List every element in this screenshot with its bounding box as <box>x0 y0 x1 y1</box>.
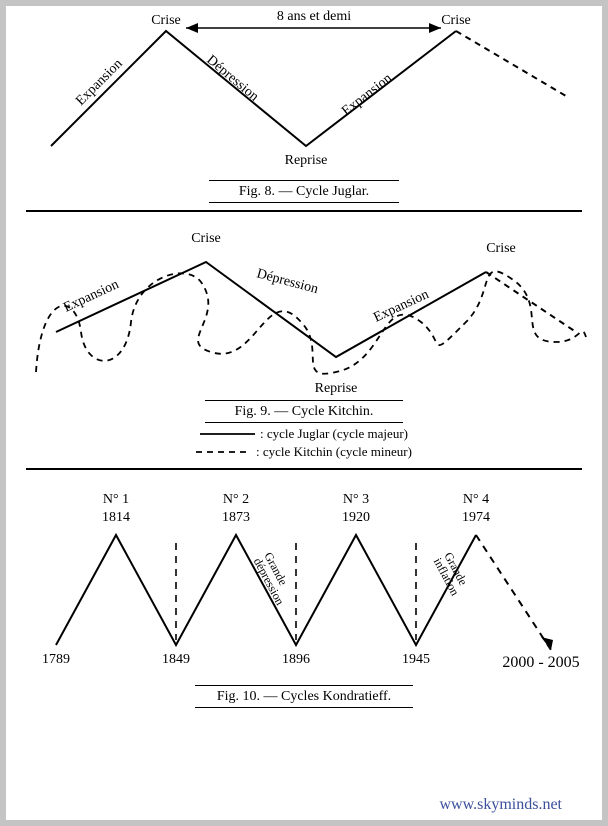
fig9-diagram: Expansion Crise Dépression Expansion Cri… <box>6 212 602 402</box>
fig10-caption: Fig. 10. — Cycles Kondratieff. <box>195 685 413 708</box>
fig10-peak3-n: N° 3 <box>343 492 369 507</box>
fig8-crise-left: Crise <box>151 13 181 28</box>
fig8-diagram: 8 ans et demi Crise Crise Reprise Expans… <box>6 6 602 176</box>
fig9-crise-left: Crise <box>191 231 221 246</box>
fig9-legend-major: : cycle Juglar (cycle majeur) <box>260 426 408 442</box>
fig9-depression: Dépression <box>255 266 320 297</box>
fig9-legend-minor: : cycle Kitchin (cycle mineur) <box>256 444 412 460</box>
fig9-legend: : cycle Juglar (cycle majeur) : cycle Ki… <box>6 426 602 460</box>
fig8-expansion-left: Expansion <box>73 56 125 108</box>
fig8-duration: 8 ans et demi <box>277 9 351 24</box>
fig8-crise-right: Crise <box>441 13 471 28</box>
fig10-peak4-y: 1974 <box>462 510 490 525</box>
fig10-peak2-y: 1873 <box>222 510 250 525</box>
fig8-expansion-right: Expansion <box>339 71 395 119</box>
fig10-grande-inflation: Grandeinflation <box>431 550 473 598</box>
fig10-trough1: 1849 <box>162 652 190 667</box>
fig10-trough3: 1945 <box>402 652 430 667</box>
fig10-peak1-n: N° 1 <box>103 492 129 507</box>
source-url: www.skyminds.net <box>439 796 562 814</box>
fig9-crise-right: Crise <box>486 241 516 256</box>
fig10-peak4-n: N° 4 <box>463 492 489 507</box>
fig10-grande-depression: Grandedépression <box>251 550 298 608</box>
fig8-caption: Fig. 8. — Cycle Juglar. <box>209 180 399 203</box>
fig10-trough2: 1896 <box>282 652 310 667</box>
fig8-depression: Dépression <box>203 53 261 105</box>
fig10-peak1-y: 1814 <box>102 510 130 525</box>
fig10-trough0: 1789 <box>42 652 70 667</box>
fig9-caption: Fig. 9. — Cycle Kitchin. <box>205 400 404 423</box>
fig8-reprise: Reprise <box>285 153 328 168</box>
fig10-peak2-n: N° 2 <box>223 492 249 507</box>
fig9-expansion-left: Expansion <box>61 277 121 316</box>
fig9-reprise: Reprise <box>315 381 358 396</box>
fig10-end-label: 2000 - 2005 <box>502 654 579 671</box>
fig10-diagram: N° 1 1814 N° 2 1873 N° 3 1920 N° 4 1974 … <box>6 470 602 685</box>
fig10-peak3-y: 1920 <box>342 510 370 525</box>
